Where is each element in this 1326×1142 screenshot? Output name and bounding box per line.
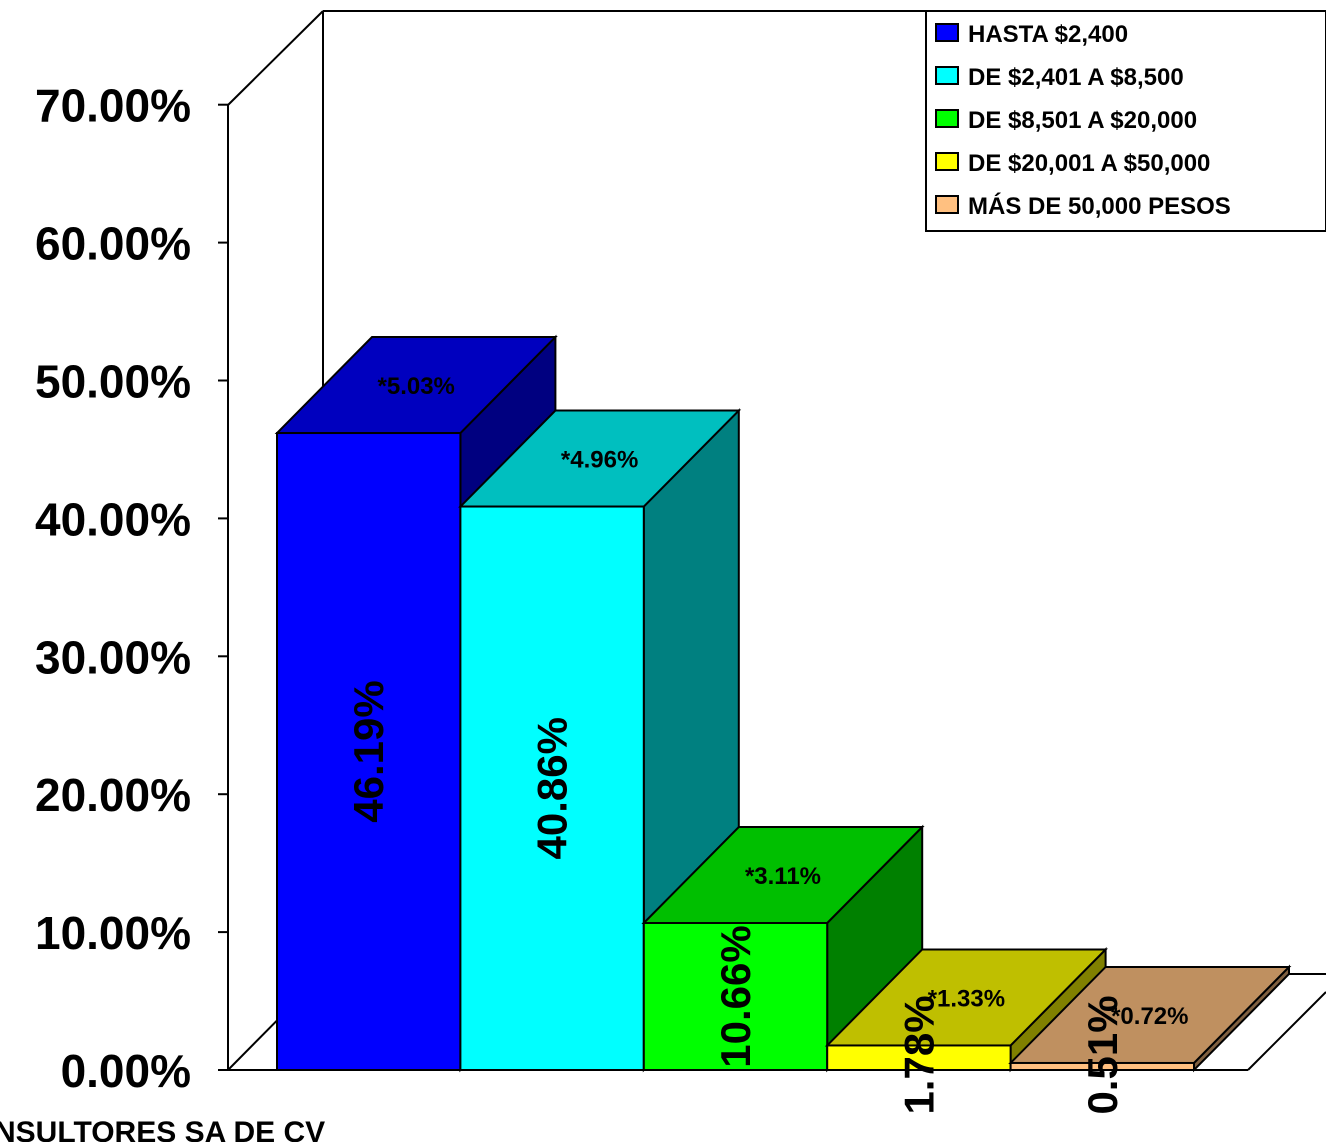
legend-swatch [935,195,959,214]
footer-text: NSULTORES SA DE CV [0,1116,325,1142]
bar-value-label: 1.78% [895,995,942,1114]
legend-label: DE $8,501 A $20,000 [968,107,1197,134]
value-axis: 0.00% 10.00% 20.00% 30.00% 40.00% 50.00% 60.00… [35,80,228,1097]
y-tick-label: 70.00% [35,80,191,132]
bar-3: *3.11% 10.66% [641,824,925,1073]
bar-value-label: 46.19% [345,680,392,822]
legend-swatch [935,66,959,85]
side-wall-top-edge [227,10,324,106]
legend-item: DE $2,401 A $8,500 [935,64,1184,91]
bar-5: *0.72%0.51% [1008,964,1292,1115]
legend-item: MÁS DE 50,000 PESOS [935,192,1231,220]
bar-value-label: 40.86% [529,717,576,859]
bar-value-label: 10.66% [712,925,759,1067]
bar-top-label: *5.03% [378,373,455,400]
legend-swatch [935,152,959,171]
bar-top-label: *1.33% [928,985,1005,1012]
y-tick-label: 0.00% [61,1045,191,1097]
floor-right-edge [1247,991,1326,1071]
legend-item: HASTA $2,400 [935,21,1128,48]
bar-front-face [1009,1061,1195,1071]
y-tick-label: 50.00% [35,356,191,408]
legend-label: MÁS DE 50,000 PESOS [968,192,1231,220]
legend-label: HASTA $2,400 [968,21,1128,48]
bar-top-label: *3.11% [745,863,821,890]
bar-top-label: *0.72% [1111,1003,1188,1030]
y-tick-label: 30.00% [35,631,191,683]
legend-item: DE $8,501 A $20,000 [935,107,1197,134]
legend-swatch [935,23,959,42]
legend-swatch [935,109,959,128]
bar-front-face [459,505,645,1071]
legend-item: DE $20,001 A $50,000 [935,150,1210,177]
bar-front-face [826,1044,1012,1072]
legend-box [925,10,1326,232]
bar-front-face [642,921,829,1071]
bar-front-face [276,432,462,1071]
legend: HASTA $2,400 DE $2,401 A $8,500 DE $8,501 … [925,10,1326,232]
legend-label: DE $2,401 A $8,500 [968,64,1184,91]
bar-value-label: 0.51% [1079,995,1126,1114]
legend-label: DE $20,001 A $50,000 [968,150,1210,177]
y-tick-label: 40.00% [35,493,191,545]
y-tick-label: 20.00% [35,769,191,821]
y-tick-label: 10.00% [35,907,191,959]
bars: *5.03% 46.19% *4.96% 40.86% *3.11% 10.66% *1.3… [274,334,1292,1115]
y-tick-label: 60.00% [35,218,191,270]
bar-top-label: *4.96% [561,447,638,474]
